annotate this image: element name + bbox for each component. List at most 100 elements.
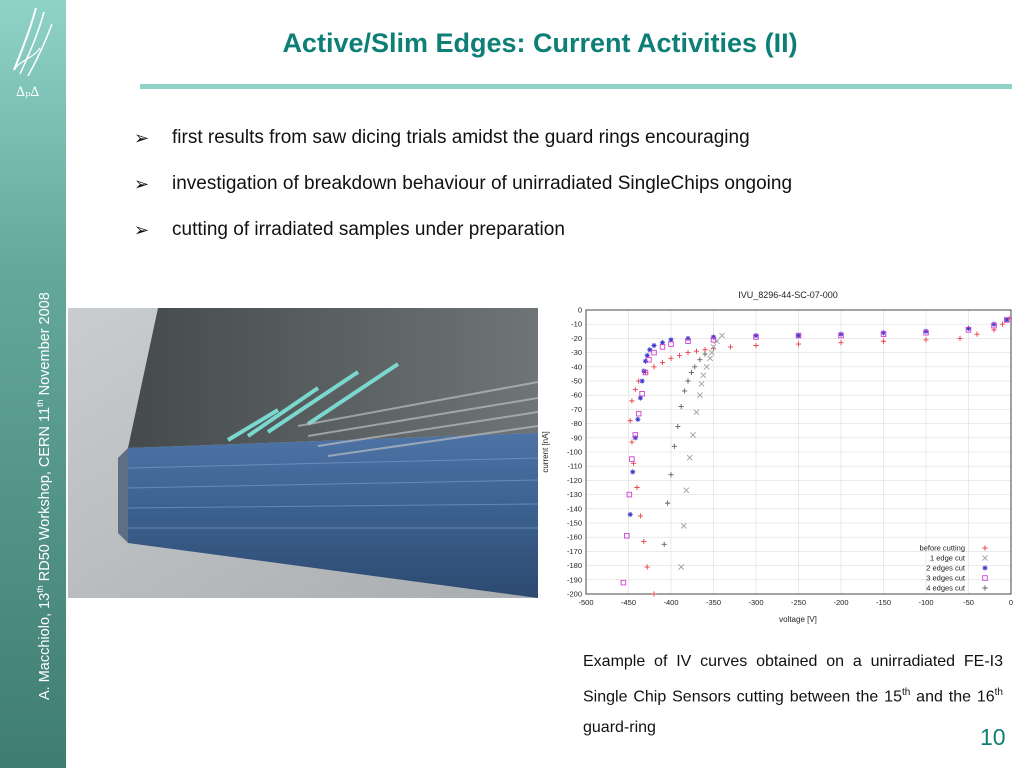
chart-grid xyxy=(585,309,1012,595)
data-point xyxy=(697,357,703,363)
y-tick-label: -170 xyxy=(567,547,582,556)
data-point xyxy=(661,541,667,547)
data-point xyxy=(685,338,691,344)
data-point xyxy=(620,579,627,586)
bullet-text: first results from saw dicing trials ami… xyxy=(172,127,750,148)
data-point xyxy=(710,334,717,340)
data-point xyxy=(991,322,997,329)
data-point xyxy=(632,432,639,438)
data-point xyxy=(698,380,705,387)
data-point xyxy=(713,338,720,345)
data-point xyxy=(880,338,887,344)
x-axis-label: voltage [V] xyxy=(779,615,817,624)
y-tick-label: -140 xyxy=(567,504,582,513)
figure-caption: Example of IV curves obtained on a unirr… xyxy=(583,653,1003,737)
data-point xyxy=(678,564,685,570)
bullet-text: investigation of breakdown behaviour of … xyxy=(172,173,793,194)
legend-label: 1 edge cut xyxy=(930,554,966,563)
bullet-item: ➢ cutting of irradiated samples under pre… xyxy=(132,217,792,263)
data-point xyxy=(710,337,717,343)
data-point xyxy=(710,344,717,350)
data-point xyxy=(707,355,714,362)
data-point xyxy=(678,403,684,410)
data-point xyxy=(675,423,681,430)
data-point xyxy=(795,332,802,339)
data-point xyxy=(639,391,645,397)
data-point xyxy=(676,352,683,359)
y-tick-label: -20 xyxy=(571,334,582,343)
data-point xyxy=(686,454,693,461)
data-point xyxy=(635,410,642,417)
data-point xyxy=(668,355,674,361)
data-point xyxy=(644,352,650,359)
data-point xyxy=(1004,317,1010,323)
x-tick-label: -50 xyxy=(963,598,974,607)
y-tick-label: -40 xyxy=(571,362,582,371)
data-point xyxy=(1004,317,1010,323)
data-point xyxy=(659,340,666,346)
data-point xyxy=(719,332,725,339)
data-point xyxy=(838,331,844,337)
data-point xyxy=(639,378,645,384)
data-point xyxy=(668,472,674,478)
footer-vertical-text: A. Macchiolo, 13th RD50 Workshop, CERN 1… xyxy=(35,292,53,700)
y-tick-label: -30 xyxy=(571,348,582,357)
data-point xyxy=(727,344,734,350)
y-tick-label: -100 xyxy=(567,448,582,457)
x-tick-label: -250 xyxy=(791,598,806,607)
series-3-edges-cut xyxy=(620,317,1010,586)
data-point xyxy=(693,348,700,354)
x-tick-label: -500 xyxy=(578,598,593,607)
x-tick-label: -400 xyxy=(663,598,678,607)
data-point xyxy=(637,395,643,401)
x-tick-label: -200 xyxy=(833,598,848,607)
data-point xyxy=(999,321,1006,327)
data-point xyxy=(637,513,643,519)
data-point xyxy=(880,331,887,337)
data-point xyxy=(690,432,697,438)
data-point xyxy=(629,398,635,404)
x-tick-label: -150 xyxy=(876,598,891,607)
series-before-cutting xyxy=(627,315,1012,597)
series-2-edges-cut xyxy=(627,317,1010,518)
data-point xyxy=(659,344,666,350)
data-point xyxy=(982,565,988,571)
y-tick-label: -120 xyxy=(567,476,582,485)
y-tick-label: -190 xyxy=(567,575,582,584)
y-tick-label: -50 xyxy=(571,377,582,386)
data-point xyxy=(688,369,694,376)
data-point xyxy=(702,351,708,357)
data-point xyxy=(634,484,640,491)
data-point xyxy=(668,341,674,347)
data-point xyxy=(629,456,635,462)
data-point xyxy=(627,418,633,424)
data-point xyxy=(647,347,653,353)
y-tick-label: -180 xyxy=(567,561,582,570)
data-point xyxy=(651,364,657,370)
data-point xyxy=(965,327,972,333)
data-point xyxy=(923,328,929,334)
data-point xyxy=(680,522,687,529)
bullet-item: ➢ first results from saw dicing trials am… xyxy=(132,125,792,171)
data-point xyxy=(700,372,707,379)
data-point xyxy=(682,388,688,394)
data-point xyxy=(642,369,649,376)
data-point xyxy=(795,341,802,347)
data-point xyxy=(923,329,929,336)
data-point xyxy=(668,337,674,343)
data-point xyxy=(630,469,636,475)
data-point xyxy=(965,325,972,332)
y-tick-label: -150 xyxy=(567,519,582,528)
y-tick-label: -130 xyxy=(567,490,582,499)
data-point xyxy=(651,591,657,597)
data-point xyxy=(651,342,657,349)
arrow-bullet-icon: ➢ xyxy=(134,220,150,240)
data-point xyxy=(627,511,633,518)
y-tick-label: -160 xyxy=(567,533,582,542)
x-tick-label: -350 xyxy=(706,598,721,607)
data-point xyxy=(708,349,715,356)
data-point xyxy=(665,500,671,506)
data-point xyxy=(644,564,650,570)
data-point xyxy=(703,363,710,370)
bullet-item: ➢ investigation of breakdown behaviour of… xyxy=(132,171,792,217)
